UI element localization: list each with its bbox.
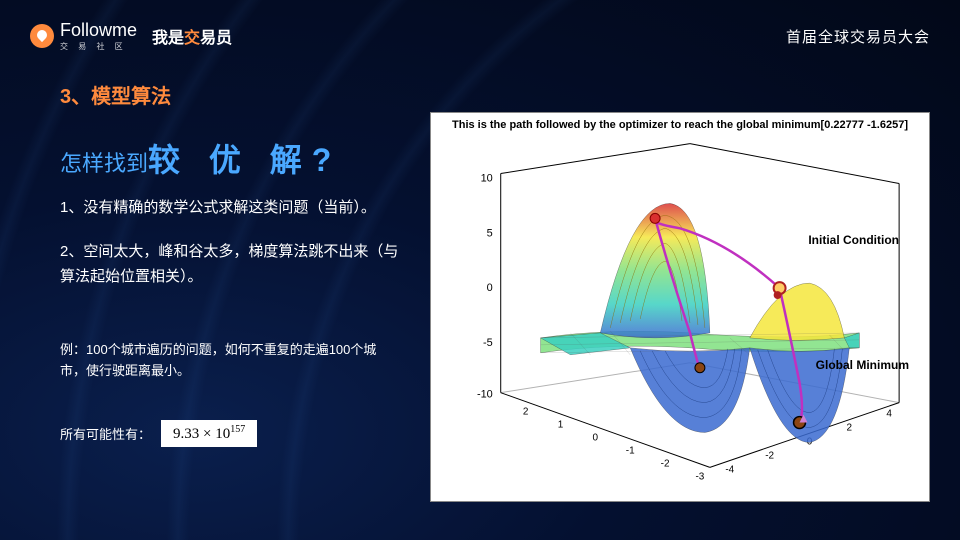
logo2-post: 易员: [200, 30, 232, 47]
svg-text:5: 5: [487, 227, 493, 239]
formula-label: 所有可能性有：: [60, 424, 151, 443]
chart-panel: This is the path followed by the optimiz…: [430, 112, 930, 502]
svg-text:-3: -3: [695, 471, 704, 482]
logos: Followme 交 易 社 区 我是交易员: [30, 20, 232, 52]
marker-valley-local: [695, 363, 705, 373]
svg-text:0: 0: [593, 432, 599, 443]
point-1: 1、没有精确的数学公式求解这类问题（当前）。: [60, 195, 400, 221]
example-text: 例：100个城市遍历的问题，如何不重复的走遍100个城市，使行驶距离最小。: [60, 340, 380, 382]
formula-row: 所有可能性有： 9.33 × 10157: [60, 420, 257, 447]
section-number: 3、模型算法: [60, 80, 171, 109]
point-2: 2、空间太大，峰和谷太多，梯度算法跳不出来（与算法起始位置相关）。: [60, 239, 400, 290]
svg-text:-5: -5: [483, 337, 493, 349]
marker-peak: [650, 213, 660, 223]
svg-text:-10: -10: [477, 389, 493, 401]
followme-icon: [30, 24, 54, 48]
header-right: 首届全球交易员大会: [786, 26, 930, 47]
formula-box: 9.33 × 10157: [161, 420, 257, 447]
logo1-text: Followme: [60, 20, 137, 41]
question-lead: 怎样找到: [60, 151, 148, 176]
logo1-sub: 交 易 社 区: [60, 41, 137, 52]
surface-plot-svg: 10 5 0 -5 -10 2 1 0 -1 -2 -3 -4 -2 0 2: [431, 133, 929, 483]
svg-text:2: 2: [847, 423, 853, 434]
svg-text:2: 2: [523, 407, 529, 418]
z-ticks: 10 5 0 -5 -10: [477, 173, 493, 401]
label-initial: Initial Condition: [808, 233, 899, 247]
label-global: Global Minimum: [816, 358, 909, 372]
svg-text:-2: -2: [661, 458, 670, 469]
svg-text:-4: -4: [725, 464, 734, 475]
svg-text:1: 1: [558, 420, 564, 431]
question-big: 较 优 解?: [148, 142, 341, 178]
question-title: 怎样找到较 优 解?: [60, 135, 341, 181]
logo-trader: 我是交易员: [152, 24, 232, 48]
logo2-hi: 交: [184, 30, 200, 47]
formula-exp: 157: [230, 424, 245, 435]
chart-body: 10 5 0 -5 -10 2 1 0 -1 -2 -3 -4 -2 0 2: [431, 133, 929, 483]
formula-base: 9.33 × 10: [173, 426, 230, 442]
svg-text:-1: -1: [626, 445, 635, 456]
svg-text:4: 4: [886, 409, 892, 420]
svg-text:-2: -2: [765, 450, 774, 461]
svg-text:10: 10: [481, 173, 493, 185]
svg-text:0: 0: [487, 282, 493, 294]
chart-title: This is the path followed by the optimiz…: [431, 113, 929, 133]
header: Followme 交 易 社 区 我是交易员 首届全球交易员大会: [30, 20, 930, 52]
bullet-points: 1、没有精确的数学公式求解这类问题（当前）。 2、空间太大，峰和谷太多，梯度算法…: [60, 195, 400, 308]
logo2-pre: 我是: [152, 30, 184, 47]
logo-followme: Followme 交 易 社 区: [30, 20, 137, 52]
